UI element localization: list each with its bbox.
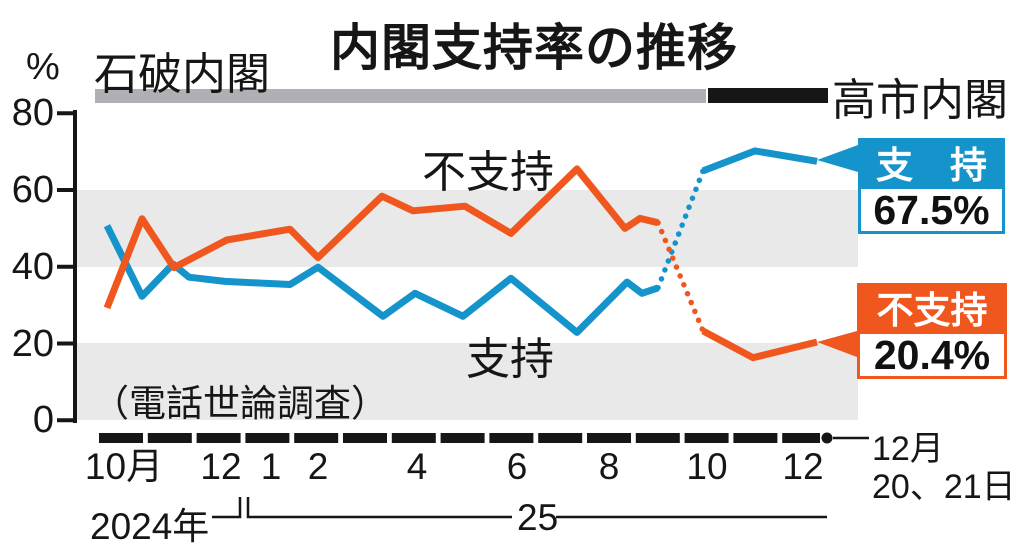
data-lines bbox=[103, 147, 818, 362]
band-0-20 bbox=[77, 343, 858, 420]
line-支持-solid bbox=[701, 147, 818, 175]
y-axis bbox=[57, 110, 77, 423]
x-axis-label-2: 2 bbox=[307, 446, 329, 487]
year-2025-bracket bbox=[212, 497, 827, 519]
y-axis-unit-label: % bbox=[26, 46, 60, 88]
line-支持-dotted bbox=[655, 168, 706, 291]
y-tick-label-80: 80 bbox=[11, 92, 54, 135]
approve-box-title: 支 持 bbox=[858, 138, 1005, 186]
x-axis-label-10月: 10月 bbox=[84, 446, 164, 487]
disapprove-line-label: 不支持 bbox=[422, 148, 554, 197]
survey-date-days: 20、21日 bbox=[872, 468, 1016, 506]
y-tick-label-0: 0 bbox=[32, 399, 54, 442]
approve-box-value: 67.5% bbox=[858, 186, 1005, 234]
survey-method-note: （電話世論調査） bbox=[92, 383, 388, 424]
x-axis-label-10: 10 bbox=[686, 446, 728, 487]
timeline-end-dot bbox=[821, 432, 833, 444]
takaichi-era-bar bbox=[708, 88, 828, 103]
year-2024-label: 2024年 bbox=[90, 506, 210, 547]
year-2025-label: 25 bbox=[517, 497, 559, 538]
approve-line-label: 支持 bbox=[466, 335, 554, 384]
disapprove-box-pointer bbox=[817, 331, 857, 357]
disapprove-result-box: 不支持 20.4% bbox=[857, 283, 1007, 379]
x-axis-label-6: 6 bbox=[506, 446, 528, 487]
line-不支持-dotted bbox=[655, 219, 706, 334]
disapprove-box-value: 20.4% bbox=[857, 331, 1007, 379]
ishiba-era-bar bbox=[95, 89, 706, 103]
x-axis-label-1: 1 bbox=[260, 446, 282, 487]
line-支持-solid bbox=[103, 224, 660, 336]
takaichi-era-label: 高市内閣 bbox=[832, 76, 1008, 125]
line-不支持-solid bbox=[701, 327, 818, 362]
x-axis-label-8: 8 bbox=[598, 446, 620, 487]
survey-date-month: 12月 bbox=[872, 430, 944, 468]
y-tick-label-40: 40 bbox=[11, 245, 54, 288]
ishiba-era-label: 石破内閣 bbox=[94, 50, 270, 99]
x-axis-label-12: 12 bbox=[782, 446, 824, 487]
x-axis-label-4: 4 bbox=[406, 446, 428, 487]
y-tick-label-20: 20 bbox=[11, 322, 54, 365]
page-title: 内閣支持率の推移 bbox=[330, 20, 738, 76]
x-axis-timeline bbox=[99, 432, 869, 444]
x-axis-label-12: 12 bbox=[200, 446, 242, 487]
line-不支持-solid bbox=[103, 165, 659, 310]
disapprove-box-title: 不支持 bbox=[857, 283, 1007, 331]
approve-box-pointer bbox=[817, 145, 858, 172]
y-tick-label-60: 60 bbox=[11, 169, 54, 212]
approve-result-box: 支 持 67.5% bbox=[858, 138, 1005, 234]
